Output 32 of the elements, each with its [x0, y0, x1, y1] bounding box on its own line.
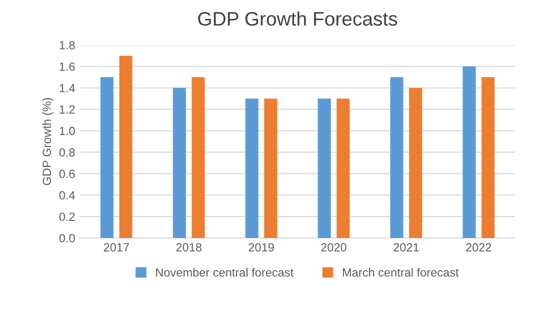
- x-tick-label: 2022: [466, 243, 492, 252]
- bar: [264, 98, 278, 238]
- y-tick-label: 0.6: [59, 170, 75, 178]
- bar: [245, 98, 258, 238]
- legend-label: November central forecast: [156, 268, 294, 277]
- x-tick-label: 2019: [248, 243, 274, 252]
- x-tick-label: 2018: [176, 243, 202, 252]
- bar: [336, 98, 350, 238]
- bar: [192, 77, 205, 238]
- bar: [100, 77, 114, 238]
- bar: [462, 66, 476, 238]
- bar: [390, 77, 404, 238]
- y-tick-label: 0.4: [59, 191, 75, 200]
- x-tick-label: 2020: [321, 243, 346, 252]
- bar: [409, 88, 422, 238]
- bar: [119, 56, 132, 238]
- bar: [482, 77, 495, 238]
- y-tick-label: 1.4: [60, 84, 75, 92]
- legend-label: March central forecast: [342, 268, 459, 277]
- x-tick-label: 2021: [394, 243, 419, 252]
- bar: [318, 98, 331, 238]
- chart-title: GDP Growth Forecasts: [198, 11, 398, 26]
- y-tick-label: 1.0: [60, 126, 75, 136]
- y-tick-label: 1.6: [60, 62, 75, 71]
- x-tick-label: 2017: [104, 243, 129, 252]
- y-axis-title: GDP Growth (%): [42, 98, 54, 186]
- y-tick-label: 1.8: [60, 41, 75, 50]
- y-tick-label: 1.2: [60, 105, 75, 114]
- bar: [172, 88, 186, 238]
- y-tick-label: 0.2: [59, 212, 75, 221]
- y-tick-label: 0.0: [59, 234, 75, 242]
- y-tick-label: 0.8: [59, 148, 75, 157]
